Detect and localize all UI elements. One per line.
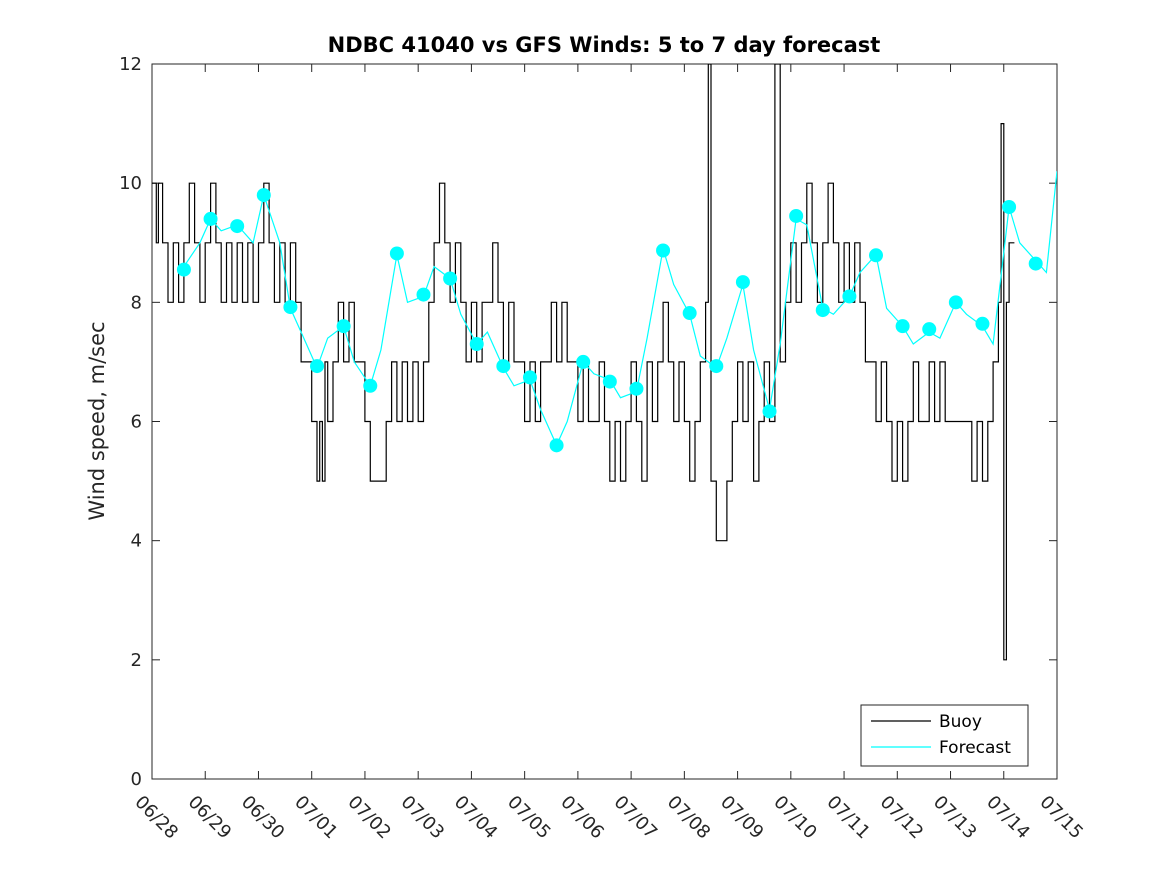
- forecast-marker: [709, 359, 724, 374]
- forecast-marker: [389, 246, 404, 261]
- forecast-marker: [789, 208, 804, 223]
- forecast-marker: [682, 306, 697, 321]
- series-buoy-line: [152, 64, 1015, 661]
- y-tick-label: 4: [131, 531, 142, 552]
- forecast-marker: [656, 243, 671, 258]
- y-tick-label: 6: [131, 412, 142, 433]
- series-group: [152, 64, 1057, 661]
- y-tick-label: 10: [119, 173, 142, 194]
- forecast-marker: [975, 316, 990, 331]
- forecast-marker: [363, 378, 378, 393]
- forecast-marker: [735, 275, 750, 290]
- forecast-marker: [1028, 256, 1043, 271]
- forecast-marker: [469, 337, 484, 352]
- y-tick-label: 12: [119, 54, 142, 75]
- chart-title: NDBC 41040 vs GFS Winds: 5 to 7 day fore…: [328, 33, 881, 57]
- forecast-marker: [443, 271, 458, 286]
- forecast-marker: [336, 319, 351, 334]
- legend-entry: Buoy: [939, 712, 982, 732]
- legend: Buoy Forecast: [860, 704, 1029, 767]
- series-forecast-line: [183, 171, 1057, 447]
- forecast-marker: [842, 289, 857, 304]
- legend-entry: Forecast: [939, 738, 1011, 758]
- forecast-marker: [416, 287, 431, 302]
- y-axis-label: Wind speed, m/sec: [85, 321, 109, 520]
- y-tick-label: 2: [131, 650, 142, 671]
- forecast-marker: [629, 381, 644, 396]
- forecast-marker: [522, 370, 537, 385]
- forecast-marker: [1002, 200, 1017, 214]
- forecast-marker: [176, 262, 191, 277]
- forecast-marker: [602, 374, 617, 389]
- forecast-marker: [283, 300, 298, 315]
- forecast-marker: [496, 359, 511, 374]
- forecast-marker: [549, 438, 564, 453]
- legend-box: [860, 704, 1029, 767]
- forecast-marker: [922, 322, 937, 337]
- forecast-marker: [815, 303, 830, 318]
- forecast-marker: [256, 188, 271, 203]
- forecast-marker: [869, 248, 883, 263]
- forecast-marker: [230, 219, 245, 234]
- forecast-marker: [895, 319, 910, 334]
- y-tick-label: 8: [131, 292, 142, 313]
- forecast-marker: [762, 404, 777, 419]
- forecast-marker: [576, 354, 591, 369]
- forecast-marker: [310, 359, 325, 374]
- forecast-marker: [948, 295, 963, 310]
- forecast-marker: [203, 211, 218, 226]
- y-tick-label: 0: [131, 769, 142, 790]
